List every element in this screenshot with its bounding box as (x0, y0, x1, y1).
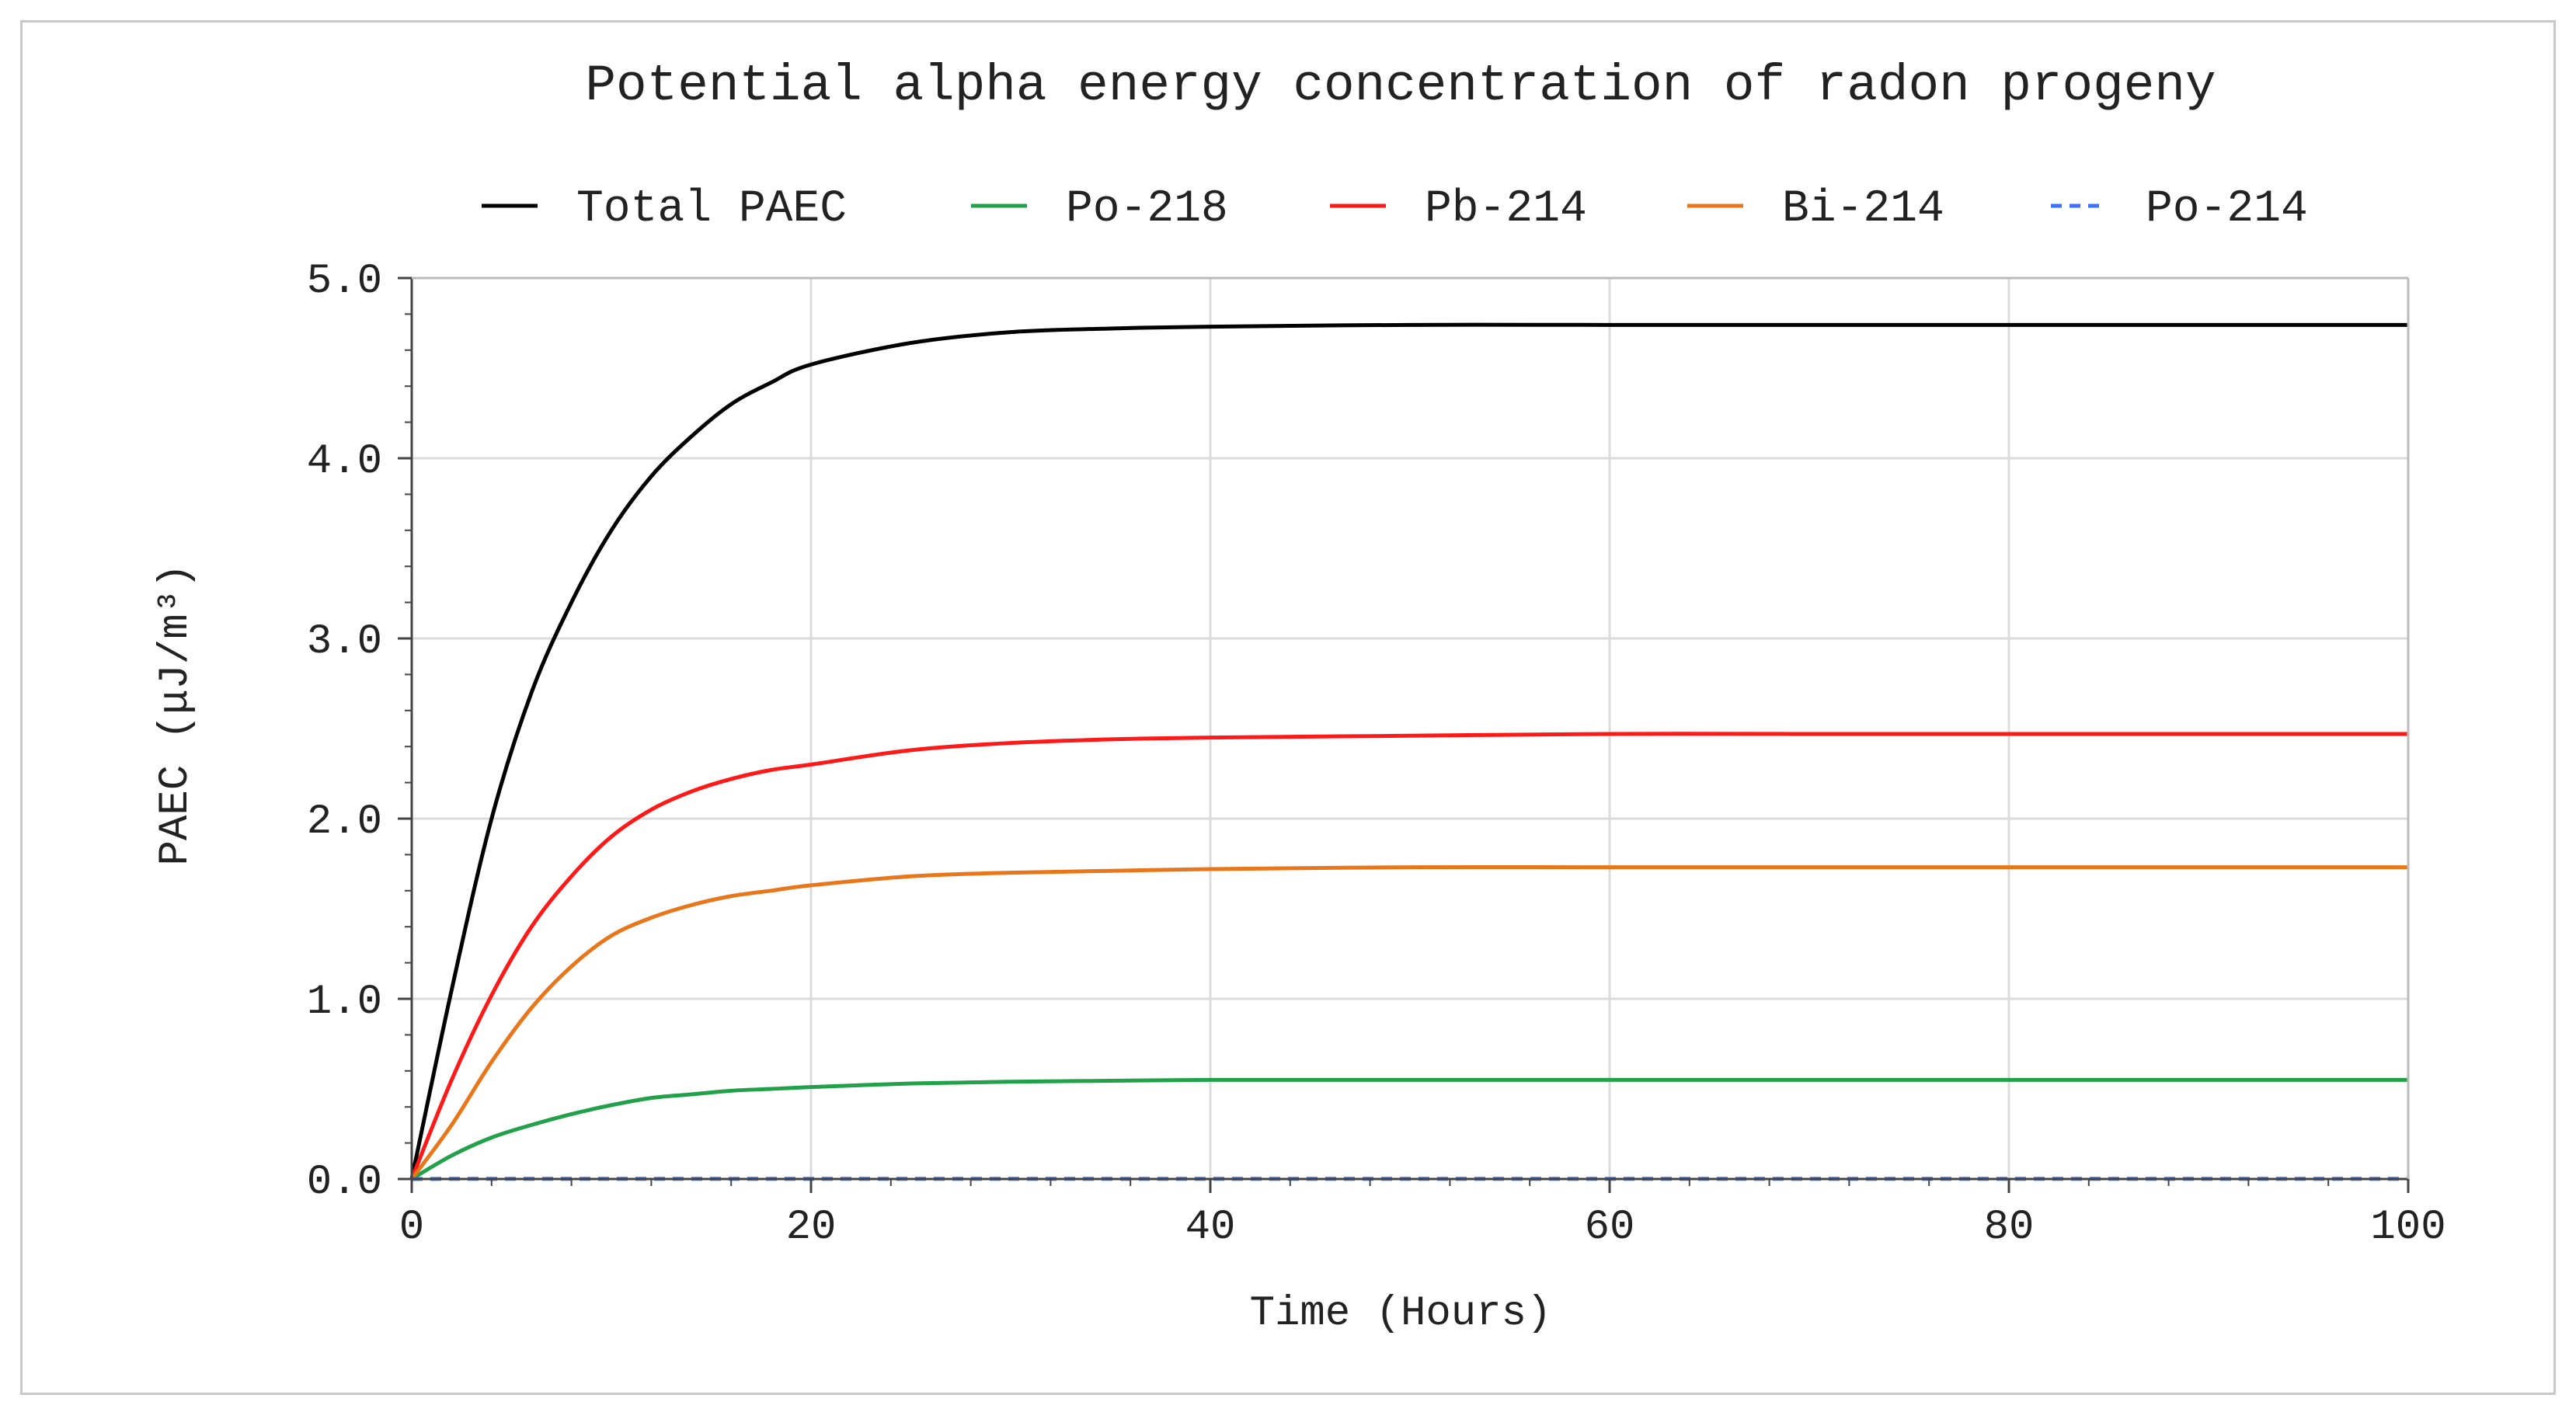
y-tick-label: 3.0 (307, 618, 382, 666)
plot-series (409, 322, 2408, 1181)
legend-label: Po-218 (1066, 184, 1228, 235)
x-tick-label: 20 (786, 1204, 837, 1251)
axes: 0 20 40 60 80 100 0.0 1.0 2.0 3.0 4.0 5.0 (307, 258, 2446, 1251)
series-line-bi-214 (409, 864, 2408, 1181)
chart-frame (20, 20, 2556, 1395)
legend-label: Bi-214 (1782, 184, 1944, 235)
x-tick-label: 40 (1185, 1204, 1236, 1251)
x-tick-label: 0 (399, 1204, 424, 1251)
legend: Total PAEC Po-218 Pb-214 Bi-214 Po-214 (482, 184, 2308, 235)
x-tick-label: 100 (2370, 1204, 2445, 1251)
y-tick-label: 4.0 (307, 438, 382, 485)
grid (412, 276, 2410, 1179)
chart-title: Potential alpha energy concentration of … (585, 57, 2216, 115)
legend-label: Po-214 (2146, 184, 2308, 235)
series-line-pb-214 (409, 732, 2408, 1180)
y-tick-label: 5.0 (307, 258, 382, 305)
legend-label: Pb-214 (1425, 184, 1587, 235)
y-axis-label: PAEC (μJ/m³) (152, 564, 200, 866)
legend-label: Total PAEC (576, 184, 847, 235)
x-axis-label: Time (Hours) (1250, 1290, 1552, 1337)
series-line-po-218 (410, 1077, 2408, 1181)
x-tick-label: 80 (1984, 1204, 2035, 1251)
y-tick-label: 1.0 (307, 979, 382, 1026)
y-tick-label: 0.0 (307, 1159, 382, 1206)
x-tick-label: 60 (1585, 1204, 1635, 1251)
series-line-total-paec (409, 322, 2408, 1180)
y-tick-label: 2.0 (307, 798, 382, 846)
